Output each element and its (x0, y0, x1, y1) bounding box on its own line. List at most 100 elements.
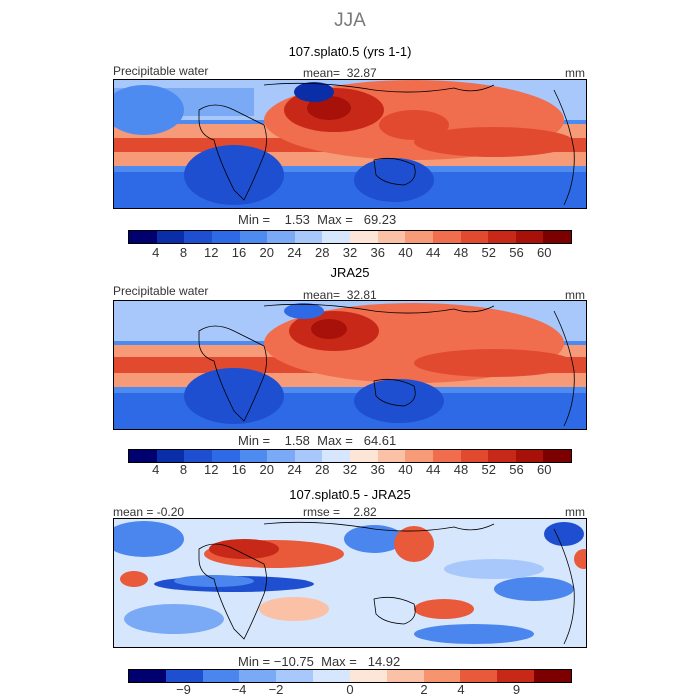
panel-1-colorbar (128, 230, 572, 244)
colorbar-segment (322, 231, 350, 243)
colorbar-segment (543, 450, 571, 462)
panel-2-colorbar-ticks: 4 8 12 16 20 24 28 32 36 40 44 48 52 56 60 (128, 462, 572, 480)
colorbar-segment (322, 450, 350, 462)
panel-1-units: mm (565, 66, 585, 80)
colorbar-segment (377, 450, 406, 462)
colorbar-tick-label: 8 (179, 462, 188, 477)
colorbar-tick-label: 0 (346, 682, 354, 697)
colorbar-segment (156, 450, 185, 462)
colorbar-tick-label: 24 (287, 462, 302, 477)
colorbar-segment (239, 670, 277, 682)
colorbar-tick-label: 9 (512, 682, 521, 697)
colorbar-segment (423, 670, 461, 682)
panel-1-map (113, 79, 587, 209)
panel-3-units: mm (565, 505, 585, 519)
colorbar-segment (497, 670, 535, 682)
colorbar-tick-label: 36 (370, 462, 385, 477)
colorbar-tick-label: 56 (509, 462, 524, 477)
colorbar-tick-label: 24 (287, 245, 302, 260)
colorbar-tick-label: 60 (537, 462, 552, 477)
colorbar-tick-label: 16 (231, 245, 247, 260)
panel-1-colorbar-ticks: 4 8 12 16 20 24 28 32 36 40 44 48 52 56 60 (128, 245, 572, 263)
colorbar-tick-label: 20 (259, 462, 274, 477)
panel-2-minmax: Min = 1.58 Max = 64.61 (238, 433, 397, 448)
colorbar-tick-label: 16 (231, 462, 247, 477)
colorbar-tick-label: 36 (370, 245, 385, 260)
panel-2-mean: mean= 32.81 (303, 288, 377, 302)
colorbar-tick-label: 48 (453, 245, 469, 260)
colorbar-segment (184, 231, 212, 243)
colorbar-segment (129, 450, 157, 462)
colorbar-segment (239, 450, 268, 462)
colorbar-tick-label: 2 (420, 682, 428, 697)
colorbar-segment (211, 450, 240, 462)
colorbar-segment (488, 231, 516, 243)
colorbar-tick-label: 4 (152, 245, 160, 260)
colorbar-segment (129, 670, 166, 682)
panel-3-heatmap (114, 519, 586, 647)
panel-1-mean: mean= 32.87 (303, 66, 377, 80)
panel-2-field-label: Precipitable water (113, 284, 209, 298)
colorbar-tick-label: 48 (453, 462, 469, 477)
colorbar-segment (432, 231, 461, 243)
colorbar-segment (211, 231, 240, 243)
colorbar-tick-label: 52 (481, 462, 496, 477)
colorbar-tick-label: 40 (398, 245, 413, 260)
colorbar-segment (386, 670, 424, 682)
colorbar-tick-label: 12 (204, 245, 219, 260)
colorbar-tick-label: 28 (315, 462, 330, 477)
colorbar-tick-label: 52 (481, 245, 496, 260)
panel-3-mean: mean = -0.20 (113, 505, 185, 519)
panel-1-title: 107.splat0.5 (yrs 1-1) (288, 44, 412, 59)
colorbar-segment (156, 231, 185, 243)
colorbar-segment (460, 450, 489, 462)
panel-1-heatmap (114, 80, 586, 208)
panel-3-colorbar (128, 669, 572, 683)
panel-1-minmax: Min = 1.53 Max = 69.23 (238, 212, 397, 227)
colorbar-tick-label: 60 (537, 245, 552, 260)
colorbar-tick-label: 56 (509, 245, 524, 260)
colorbar-segment (405, 231, 433, 243)
panel-1-field-label: Precipitable water (113, 64, 209, 78)
colorbar-segment (350, 450, 378, 462)
panel-3-colorbar-ticks: −9 −4 −2 0 2 4 9 (128, 682, 572, 700)
panel-3-map (113, 518, 587, 648)
colorbar-segment (184, 450, 212, 462)
colorbar-segment (294, 231, 323, 243)
colorbar-segment (405, 450, 433, 462)
colorbar-tick-label: 40 (398, 462, 413, 477)
colorbar-segment (515, 231, 544, 243)
colorbar-segment (165, 670, 203, 682)
colorbar-segment (543, 231, 571, 243)
panel-2-heatmap (114, 301, 586, 429)
panel-3-minmax: Min = −10.75 Max = 14.92 (238, 654, 401, 669)
colorbar-tick-label: 4 (457, 682, 465, 697)
colorbar-segment (534, 670, 571, 682)
colorbar-segment (267, 450, 295, 462)
colorbar-tick-label: 20 (259, 245, 274, 260)
colorbar-segment (239, 231, 268, 243)
colorbar-tick-label: 32 (342, 462, 358, 477)
colorbar-segment (276, 670, 314, 682)
colorbar-segment (460, 670, 498, 682)
colorbar-tick-label: 32 (342, 245, 358, 260)
colorbar-segment (460, 231, 489, 243)
colorbar-segment (294, 450, 323, 462)
colorbar-tick-label: −9 (176, 682, 191, 697)
panel-2-map (113, 300, 587, 430)
colorbar-segment (488, 450, 516, 462)
panel-2-units: mm (565, 288, 585, 302)
colorbar-tick-label: 28 (315, 245, 330, 260)
panel-2-title: JRA25 (330, 265, 370, 280)
colorbar-segment (313, 670, 350, 682)
colorbar-tick-label: −4 (231, 682, 247, 697)
colorbar-tick-label: 8 (179, 245, 188, 260)
colorbar-tick-label: 4 (152, 462, 160, 477)
panel-3-rmse: rmse = 2.82 (303, 505, 377, 519)
panel-2-colorbar (128, 449, 572, 463)
colorbar-segment (129, 231, 157, 243)
colorbar-segment (350, 231, 378, 243)
colorbar-tick-label: 44 (426, 462, 441, 477)
panel-3-title: 107.splat0.5 - JRA25 (289, 487, 411, 502)
colorbar-tick-label: −2 (268, 682, 284, 697)
